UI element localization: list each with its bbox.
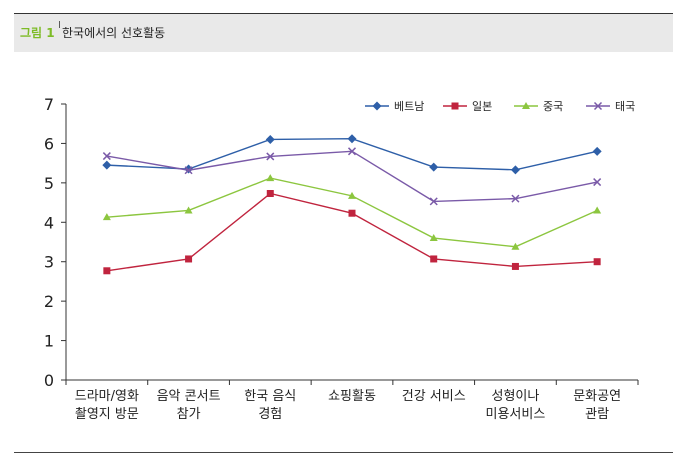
data-point: [510, 165, 520, 175]
y-tick-label: 0: [44, 371, 54, 390]
legend-item: 중국: [514, 100, 563, 113]
data-point: [430, 255, 438, 263]
top-rule: [14, 13, 673, 14]
series-1: [102, 134, 602, 175]
data-point: [266, 152, 275, 161]
data-point: [184, 164, 194, 174]
legend-label: 베트남: [394, 100, 424, 113]
y-tick-label: 1: [44, 332, 54, 351]
data-point: [102, 152, 111, 161]
legend-label: 중국: [543, 100, 563, 113]
legend-item: 베트남: [365, 100, 424, 113]
series-line: [106, 137, 598, 171]
data-point: [592, 146, 602, 156]
legend-marker: [451, 102, 459, 110]
data-point: [593, 258, 601, 266]
data-point: [266, 190, 274, 198]
data-point: [429, 197, 438, 206]
legend-label: 일본: [472, 99, 492, 113]
series-3: [102, 174, 602, 250]
x-tick-label: 음악 콘서트 참가: [157, 389, 221, 422]
bottom-rule: [14, 452, 673, 453]
data-point: [429, 162, 439, 172]
data-point: [429, 234, 438, 242]
y-tick-label: 2: [44, 292, 54, 311]
data-point: [184, 206, 193, 214]
data-point: [265, 134, 275, 144]
data-point: [347, 134, 357, 144]
figure-number: 그림 1: [20, 26, 55, 40]
x-tick-label: 문화공연 관람: [573, 389, 621, 422]
x-tick-label: 한국 음식 경험: [244, 389, 296, 422]
data-point: [347, 147, 357, 156]
data-point: [185, 255, 193, 263]
data-point: [511, 242, 520, 250]
y-tick-label: 7: [44, 95, 54, 114]
data-point: [511, 262, 519, 270]
data-point: [511, 194, 520, 203]
y-tick-label: 3: [44, 253, 54, 272]
series-line: [106, 192, 598, 272]
x-tick-label: 건강 서비스: [402, 389, 466, 404]
legend-marker: [593, 101, 603, 111]
legend-marker: [372, 101, 382, 111]
data-point: [266, 174, 275, 182]
y-tick-label: 5: [44, 174, 54, 193]
data-point: [102, 160, 112, 170]
legend-label: 태국: [615, 100, 635, 113]
figure-header: 그림 1 I 한국에서의 선호활동: [14, 14, 673, 52]
figure-separator: I: [58, 20, 61, 31]
data-point: [348, 209, 356, 217]
data-point: [184, 166, 193, 175]
data-point: [593, 178, 602, 187]
x-tick-label: 성형이나 미용서비스: [486, 389, 546, 422]
data-point: [102, 213, 111, 221]
figure-title: 한국에서의 선호활동: [62, 26, 166, 40]
x-tick-label: 드라마/영화 촬영지 방문: [75, 389, 139, 422]
data-point: [348, 191, 356, 199]
legend-marker: [522, 102, 530, 109]
y-tick-label: 4: [44, 213, 54, 232]
x-tick-label: 쇼핑활동: [328, 389, 376, 404]
series-2: [103, 190, 601, 275]
data-point: [103, 267, 111, 275]
series-4: [102, 147, 602, 206]
legend-item: 일본: [443, 99, 492, 113]
legend-item: 태국: [586, 100, 635, 113]
y-tick-label: 6: [44, 134, 54, 153]
data-point: [593, 206, 602, 214]
